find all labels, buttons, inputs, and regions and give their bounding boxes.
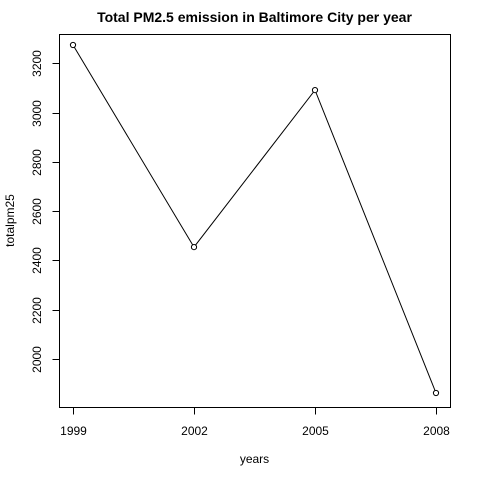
x-tick-label: 2005 (302, 424, 329, 438)
x-tick-label: 1999 (60, 424, 87, 438)
y-tick-label: 2200 (30, 297, 44, 324)
chart-title: Total PM2.5 emission in Baltimore City p… (97, 9, 412, 25)
y-tick-label: 2400 (30, 247, 44, 274)
y-axis: 2000 2200 2400 2600 2800 3000 3200 (30, 50, 60, 373)
data-point (190, 244, 198, 251)
x-tick-label: 2002 (181, 424, 208, 438)
y-tick-label: 2000 (30, 346, 44, 373)
data-point (432, 389, 440, 397)
series-line (72, 44, 437, 394)
y-tick-label: 2800 (30, 149, 44, 176)
x-axis: 1999 2002 2005 2008 (60, 407, 450, 438)
y-tick-label: 3200 (30, 50, 44, 77)
x-axis-title: years (240, 452, 269, 466)
y-tick-label: 3000 (30, 100, 44, 127)
data-point (69, 41, 77, 49)
series-layer (69, 41, 440, 397)
x-tick-label: 2008 (423, 424, 450, 438)
plot-area-border (59, 34, 451, 408)
y-axis-title: totalpm25 (3, 194, 17, 247)
data-point (311, 87, 319, 94)
y-tick-label: 2600 (30, 198, 44, 225)
